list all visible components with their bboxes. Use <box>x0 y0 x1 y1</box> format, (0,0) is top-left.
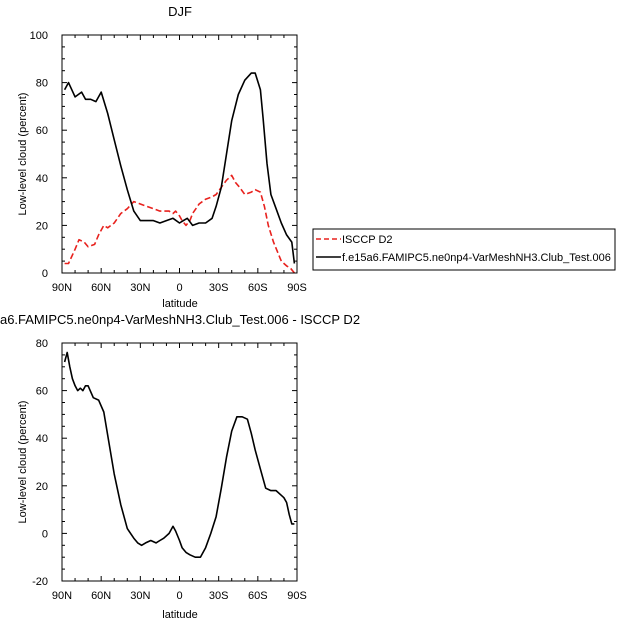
series-line-model <box>63 72 296 264</box>
y-tick-label: 20 <box>36 481 48 493</box>
legend: ISCCP D2 f.e15a6.FAMIPC5.ne0np4-VarMeshN… <box>312 228 616 271</box>
y-tick-label: 80 <box>36 338 48 350</box>
legend-label-model: f.e15a6.FAMIPC5.ne0np4-VarMeshNH3.Club_T… <box>342 252 611 264</box>
y-tick-label: 100 <box>30 30 48 42</box>
x-tick-label: 60N <box>91 590 111 602</box>
x-tick-label: 30S <box>209 282 229 294</box>
top-panel: DJF 90N 60N 30N 0 30S 60S 90S 0 20 40 60 80 100 Low-… <box>17 4 307 310</box>
y-tick-label: 40 <box>36 173 48 185</box>
x-tick-label: 0 <box>176 590 182 602</box>
x-tick-label: 90N <box>52 590 72 602</box>
y-tick-label: 80 <box>36 78 48 90</box>
y-tick-label: 60 <box>36 386 48 398</box>
x-tick-label: 60N <box>91 282 111 294</box>
x-tick-label: 30N <box>130 282 150 294</box>
x-tick-label: 90N <box>52 282 72 294</box>
x-tick-label: 90S <box>287 590 307 602</box>
x-tick-label: 60S <box>248 590 268 602</box>
y-tick-label: -20 <box>32 576 48 588</box>
x-tick-label: 0 <box>176 282 182 294</box>
chart-title: DJF <box>168 4 192 19</box>
top-panel-marks: 90N 60N 30N 0 30S 60S 90S 0 20 40 60 80 100 <box>30 30 307 294</box>
plot-frame <box>61 34 298 274</box>
series-line-difference <box>63 351 295 559</box>
x-axis-label: latitude <box>162 298 197 310</box>
x-tick-label: 60S <box>248 282 268 294</box>
legend-box <box>312 228 616 271</box>
y-axis-label: Low-level cloud (percent) <box>17 93 29 216</box>
x-tick-label: 90S <box>287 282 307 294</box>
bottom-panel-marks: 90N 60N 30N 0 30S 60S 90S -20 0 20 40 60 80 <box>32 338 307 602</box>
series-line-isccp-d2 <box>64 174 296 274</box>
chart-title: a6.FAMIPC5.ne0np4-VarMeshNH3.Club_Test.0… <box>0 312 360 327</box>
x-tick-label: 30S <box>209 590 229 602</box>
bottom-panel: a6.FAMIPC5.ne0np4-VarMeshNH3.Club_Test.0… <box>0 312 360 621</box>
x-axis-label: latitude <box>162 609 197 621</box>
y-tick-label: 40 <box>36 433 48 445</box>
y-axis-label: Low-level cloud (percent) <box>17 401 29 524</box>
legend-label-isccp: ISCCP D2 <box>342 234 393 246</box>
y-tick-label: 60 <box>36 125 48 137</box>
y-tick-label: 20 <box>36 220 48 232</box>
x-tick-label: 30N <box>130 590 150 602</box>
plot-frame <box>61 342 298 582</box>
y-tick-label: 0 <box>42 528 48 540</box>
y-tick-label: 0 <box>42 268 48 280</box>
